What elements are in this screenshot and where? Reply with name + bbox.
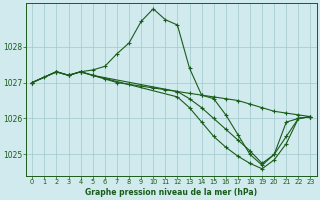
X-axis label: Graphe pression niveau de la mer (hPa): Graphe pression niveau de la mer (hPa)	[85, 188, 257, 197]
